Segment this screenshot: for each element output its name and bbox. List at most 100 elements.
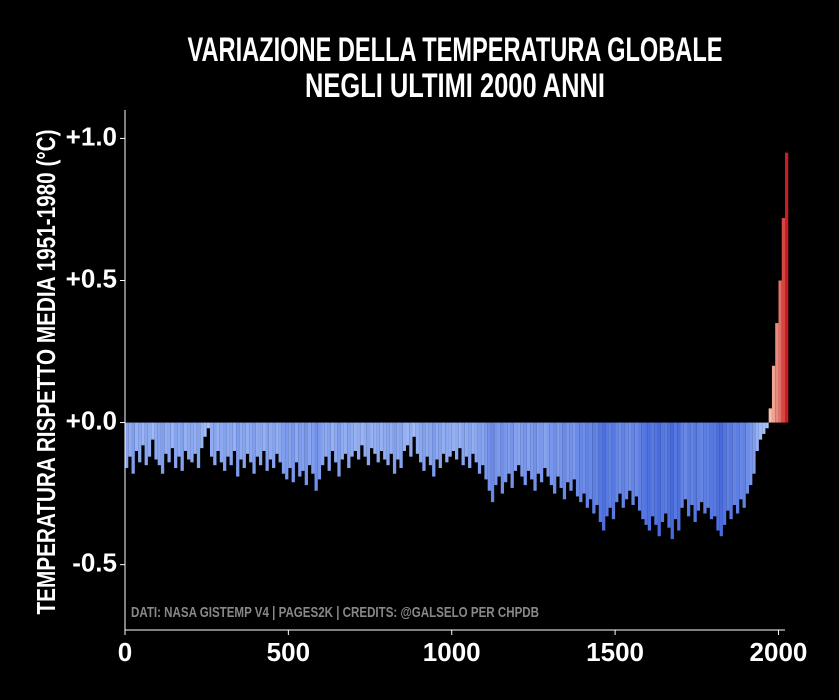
bar bbox=[402, 422, 406, 451]
bar bbox=[167, 422, 171, 463]
bar bbox=[379, 422, 384, 451]
bar bbox=[307, 422, 312, 466]
bar bbox=[504, 422, 508, 483]
bar bbox=[249, 422, 253, 463]
bar bbox=[383, 422, 387, 460]
bar bbox=[559, 422, 563, 488]
bar bbox=[677, 422, 681, 531]
bar bbox=[370, 422, 374, 449]
bar bbox=[785, 152, 789, 423]
bar bbox=[468, 422, 472, 469]
bar bbox=[226, 422, 230, 457]
bar bbox=[735, 422, 740, 514]
bar bbox=[389, 422, 393, 454]
bar bbox=[157, 422, 161, 466]
bar bbox=[343, 422, 348, 454]
bar bbox=[641, 422, 645, 520]
bar bbox=[144, 422, 148, 466]
bar bbox=[647, 422, 652, 531]
bar bbox=[154, 422, 158, 460]
bar bbox=[595, 422, 599, 505]
bar bbox=[239, 422, 243, 460]
bar bbox=[311, 422, 315, 474]
bar bbox=[690, 422, 694, 505]
bar bbox=[618, 422, 622, 494]
bar bbox=[680, 422, 684, 508]
bar bbox=[203, 422, 207, 437]
bar bbox=[657, 422, 661, 537]
bar bbox=[291, 422, 295, 483]
bar bbox=[598, 422, 603, 523]
bar bbox=[213, 422, 217, 466]
bar bbox=[585, 422, 589, 508]
bar bbox=[125, 422, 129, 469]
bar bbox=[232, 422, 237, 451]
bar bbox=[428, 422, 433, 466]
bar bbox=[350, 422, 354, 457]
bar bbox=[575, 422, 580, 497]
bar bbox=[621, 422, 625, 508]
bar bbox=[180, 422, 184, 471]
bar bbox=[200, 422, 204, 449]
bar bbox=[363, 422, 367, 457]
y-tick-label: +0.5 bbox=[66, 263, 117, 293]
bar bbox=[673, 422, 678, 520]
bar bbox=[373, 422, 377, 454]
bar bbox=[700, 422, 704, 503]
bar bbox=[572, 422, 576, 480]
bar bbox=[288, 422, 292, 469]
bar bbox=[654, 422, 658, 525]
bar bbox=[510, 422, 514, 488]
bar bbox=[451, 422, 455, 451]
x-tick-label: 1500 bbox=[586, 637, 644, 667]
bar bbox=[138, 422, 142, 463]
y-axis-label: TEMPERATURA RISPETTO MEDIA 1951-1980 (°C… bbox=[31, 130, 61, 615]
bar bbox=[716, 422, 720, 531]
bar bbox=[272, 422, 276, 469]
bar bbox=[409, 422, 413, 457]
bar bbox=[321, 422, 325, 466]
bar bbox=[317, 422, 322, 480]
x-tick-label: 1000 bbox=[423, 637, 481, 667]
bar bbox=[569, 422, 573, 491]
bar bbox=[324, 422, 328, 457]
bar bbox=[396, 422, 400, 460]
bar bbox=[775, 323, 779, 423]
bar bbox=[160, 422, 165, 474]
bar bbox=[582, 422, 586, 494]
bar bbox=[709, 422, 714, 520]
bar bbox=[719, 422, 723, 537]
bar bbox=[353, 422, 357, 451]
bar bbox=[624, 422, 629, 500]
bar bbox=[236, 422, 240, 477]
bar bbox=[405, 422, 410, 446]
bar bbox=[141, 422, 145, 446]
bar bbox=[177, 422, 181, 457]
bar bbox=[732, 422, 736, 505]
bar bbox=[412, 422, 416, 437]
bar bbox=[739, 422, 743, 500]
bar bbox=[526, 422, 531, 471]
bar bbox=[523, 422, 527, 486]
bar bbox=[438, 422, 442, 469]
bar bbox=[242, 422, 246, 469]
bar bbox=[206, 422, 210, 429]
bar bbox=[553, 422, 557, 494]
bar bbox=[562, 422, 567, 500]
bar bbox=[262, 422, 266, 451]
bar bbox=[164, 422, 168, 454]
bar bbox=[631, 422, 635, 505]
bar bbox=[549, 422, 554, 486]
bar bbox=[546, 422, 550, 477]
bar bbox=[471, 422, 475, 454]
bar bbox=[252, 422, 256, 474]
bar bbox=[771, 365, 776, 423]
bar bbox=[441, 422, 446, 454]
bar bbox=[517, 422, 521, 466]
bar bbox=[605, 422, 609, 517]
bar bbox=[693, 422, 697, 523]
bar bbox=[255, 422, 259, 457]
bar bbox=[281, 422, 286, 474]
bar bbox=[768, 408, 772, 423]
